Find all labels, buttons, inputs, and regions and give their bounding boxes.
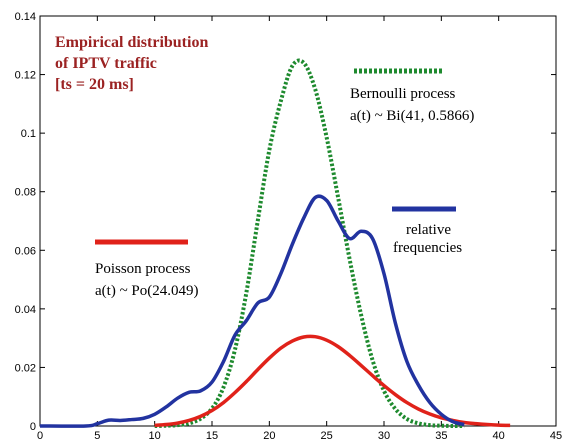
annotation-poisson-line-1: Poisson process: [95, 261, 191, 277]
x-tick-label: 15: [206, 430, 218, 442]
y-tick-label: 0.08: [15, 187, 36, 199]
x-tick-label: 40: [493, 430, 505, 442]
x-tick-label: 45: [550, 430, 562, 442]
x-tick-label: 5: [94, 430, 100, 442]
annotation-bernoulli-line-1: Bernoulli process: [350, 86, 456, 102]
series-line-relative: [39, 194, 465, 428]
axis-ticks: 0 5 10 15 20 25 30 35 40 45 0 0.02 0.04 0.06 0.08 0.1 0.…: [15, 11, 563, 442]
y-tick-label: 0: [30, 421, 36, 433]
plot-area: [39, 15, 557, 427]
annotation-poisson-line-2: a(t) ~ Po(24.049): [95, 283, 199, 299]
annotation-relative-line-1: relative: [406, 222, 451, 238]
x-tick-label: 25: [321, 430, 333, 442]
x-tick-label: 30: [378, 430, 390, 442]
y-tick-label: 0.1: [21, 128, 36, 140]
y-tick-label: 0.02: [15, 362, 36, 374]
chart-title-line-2: of IPTV traffic: [55, 55, 157, 72]
x-tick-label: 10: [149, 430, 161, 442]
y-tick-label: 0.12: [15, 70, 36, 82]
y-tick-label: 0.04: [15, 304, 36, 316]
x-tick-label: 20: [263, 430, 275, 442]
y-tick-label: 0.06: [15, 245, 36, 257]
annotation-relative-line-2: frequencies: [393, 240, 462, 256]
annotation-bernoulli-line-2: a(t) ~ Bi(41, 0.5866): [350, 108, 474, 124]
x-tick-label: 35: [435, 430, 447, 442]
x-tick-label: 0: [37, 430, 43, 442]
chart-title-line-3: [ts = 20 ms]: [55, 76, 134, 93]
series-group: [39, 58, 511, 429]
chart-title-line-1: Empirical distribution: [55, 34, 208, 51]
y-tick-label: 0.14: [15, 11, 36, 23]
